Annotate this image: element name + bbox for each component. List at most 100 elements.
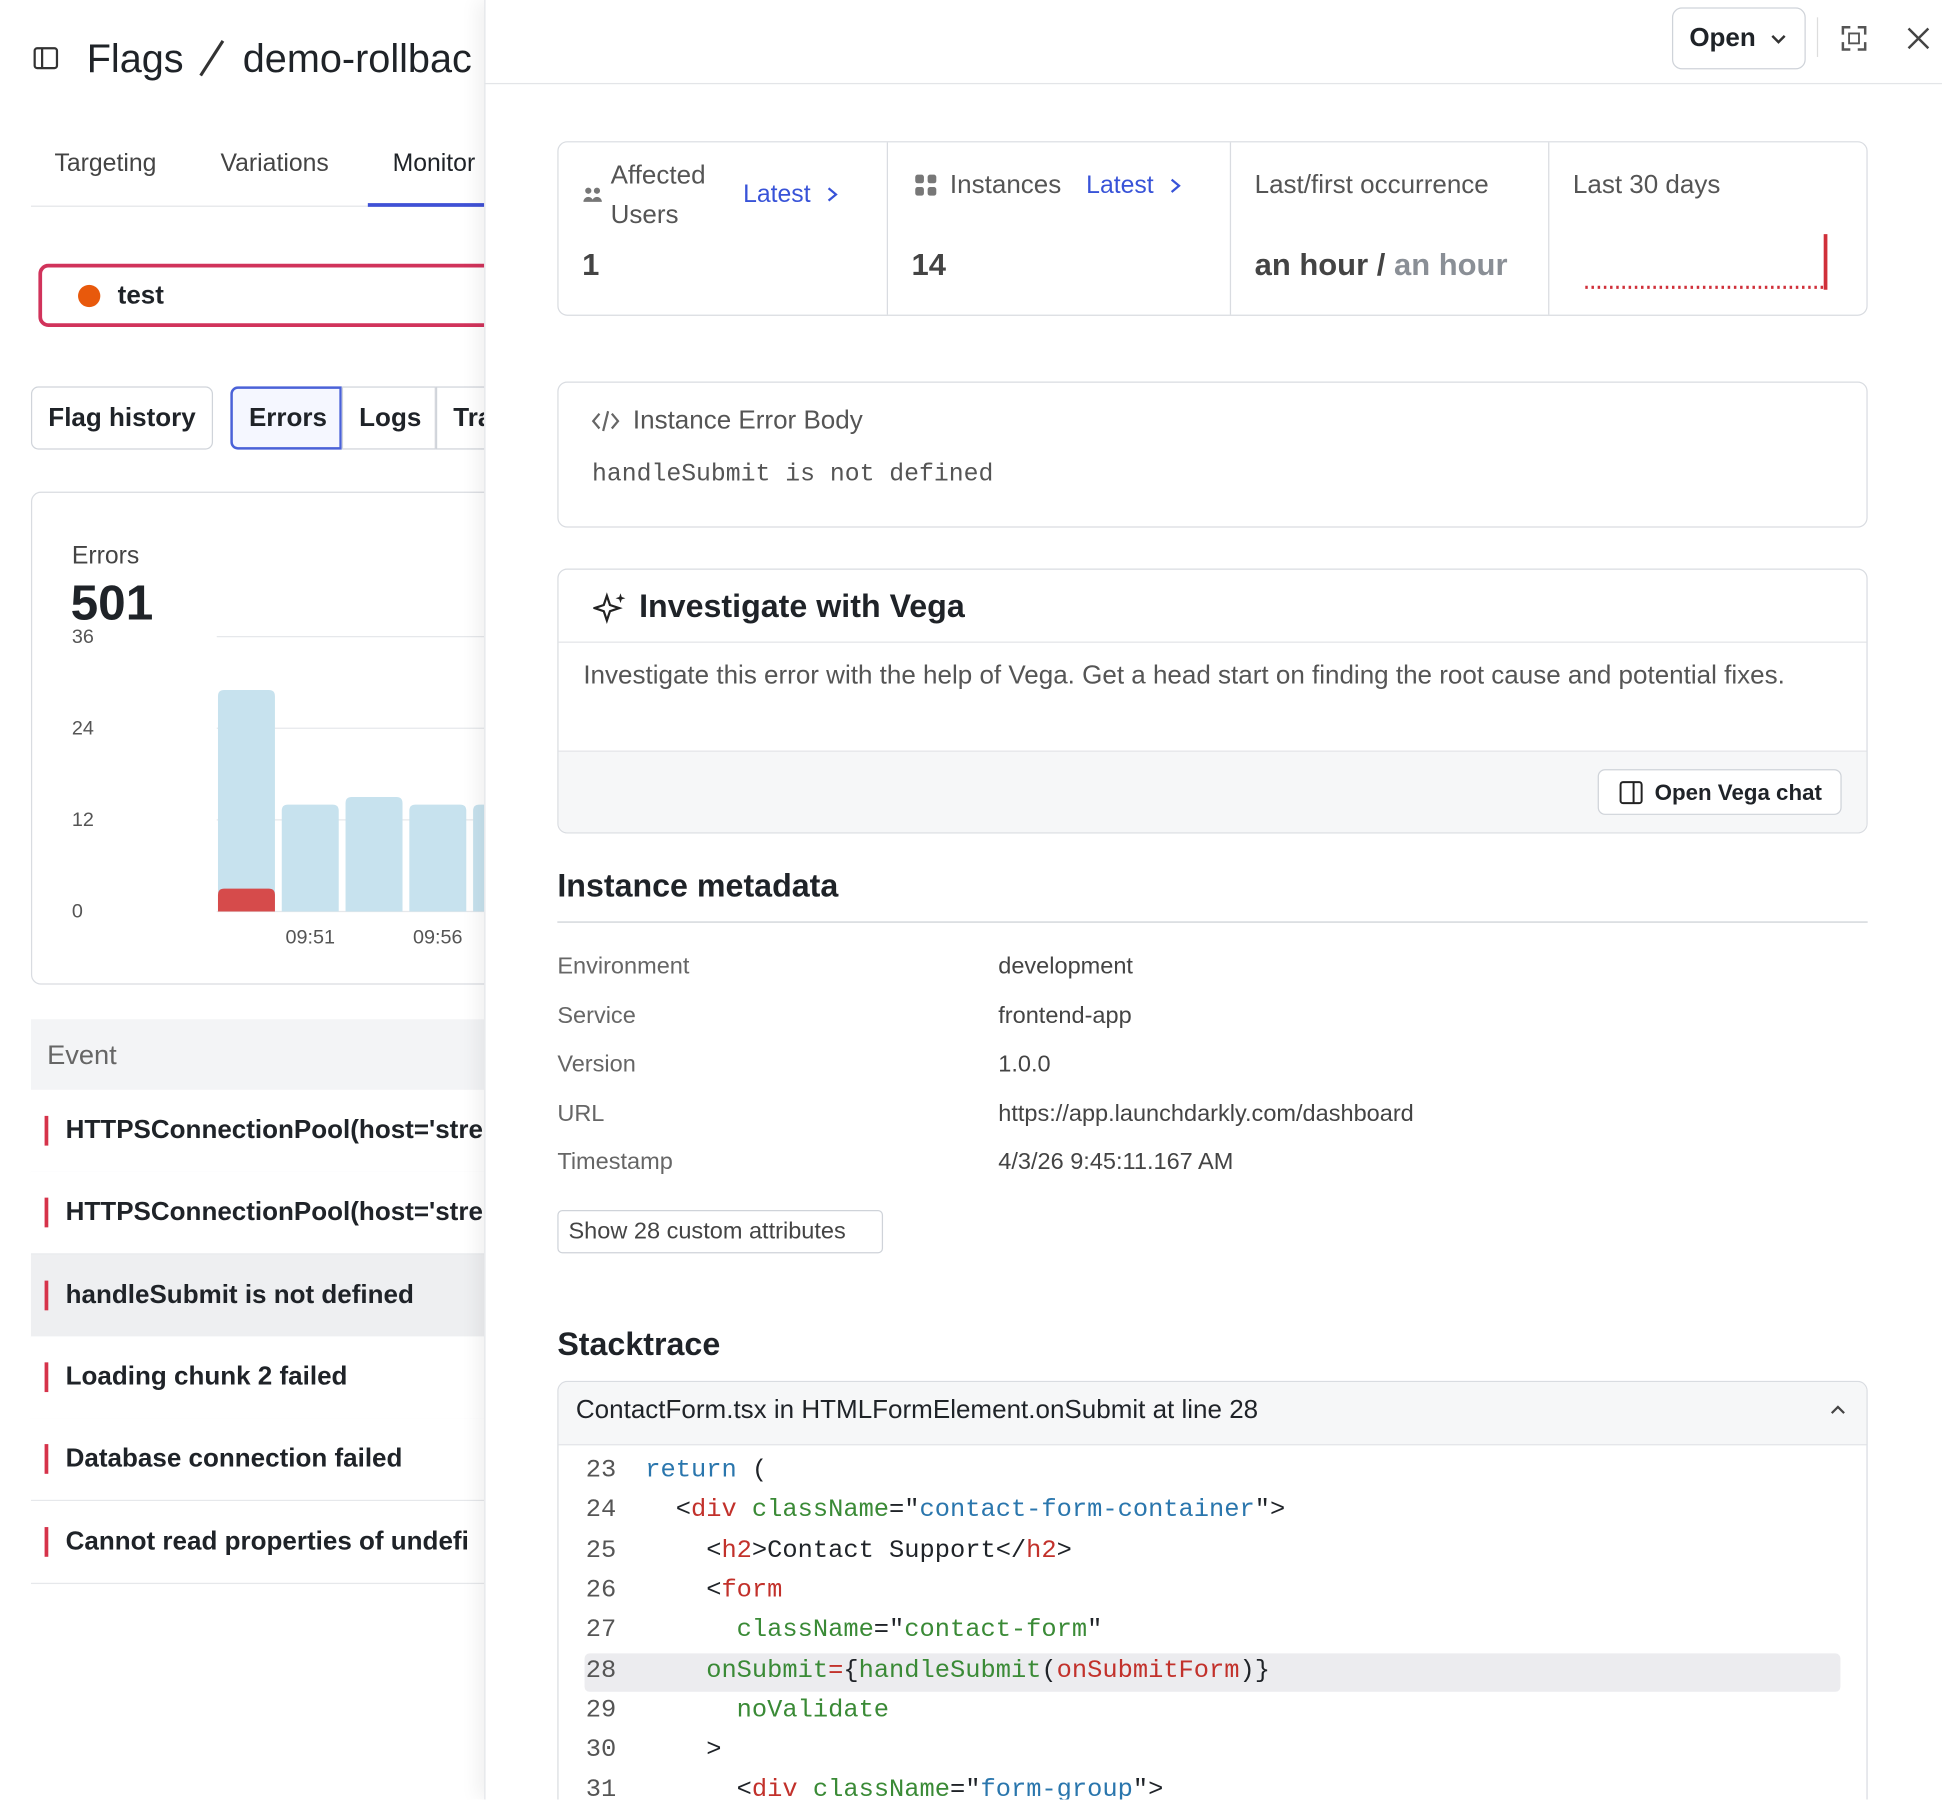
code-token: ( [1041, 1656, 1057, 1685]
rect [33, 47, 59, 70]
code-token: > [1056, 1536, 1072, 1565]
rect [927, 174, 937, 184]
metadata-value: 4/3/26 9:45:11.167 AM [998, 1149, 1234, 1176]
stat-label: Affected Users [610, 161, 706, 230]
code-line: return ( [645, 1452, 767, 1492]
rect [915, 187, 924, 196]
column-header: Event [47, 1039, 117, 1071]
path [593, 592, 623, 625]
severity-marker [44, 1526, 49, 1557]
status-label: Open [1689, 23, 1756, 53]
line-number: 23 [585, 1456, 617, 1485]
segment-button[interactable]: Tra [435, 386, 485, 450]
event-row[interactable]: HTTPSConnectionPool(host='stre [30, 1089, 485, 1173]
error-body-card [557, 381, 1868, 528]
code-line: onSubmit={handleSubmit(onSubmitForm)} [645, 1652, 1270, 1692]
sidebar-toggle[interactable] [32, 45, 59, 72]
event-row[interactable]: Cannot read properties of undefi [30, 1500, 485, 1584]
code-token: className [645, 1616, 874, 1645]
line-number: 30 [585, 1736, 617, 1765]
event-row[interactable]: handleSubmit is not defined [30, 1254, 485, 1338]
expand-button[interactable] [1840, 25, 1867, 52]
tab[interactable]: Targeting [54, 149, 157, 178]
x-tick-label: 09:51 [285, 927, 335, 949]
card-title: Instance Error Body [632, 406, 863, 435]
code-line: <div className="contact-form-container"> [645, 1492, 1285, 1532]
code-token: noValidate [645, 1696, 890, 1725]
code-token: return [645, 1456, 737, 1485]
tab[interactable]: Variations [220, 149, 329, 178]
line-number: 26 [585, 1576, 617, 1605]
frame-title: ContactForm.tsx in HTMLFormElement.onSub… [575, 1395, 1259, 1425]
table-header: Event [30, 1019, 485, 1090]
close-button[interactable] [1905, 25, 1932, 52]
code-token: "> [1254, 1496, 1286, 1525]
frame-header[interactable] [558, 1382, 1867, 1446]
path [1170, 178, 1181, 193]
code-line: <form [645, 1572, 782, 1612]
breadcrumb-link[interactable]: Flags [86, 35, 184, 81]
code-token: =" [950, 1776, 981, 1800]
error-total: 501 [70, 575, 154, 631]
segment-label: Logs [359, 403, 422, 433]
code-token: < [645, 1776, 752, 1800]
open-vega-chat-button[interactable]: Open Vega chat [1597, 769, 1842, 815]
metadata-label: Version [557, 1051, 636, 1078]
event-row[interactable]: HTTPSConnectionPool(host='stre [30, 1171, 485, 1255]
environment-name: test [117, 281, 164, 310]
chevron-up [1830, 1405, 1845, 1414]
severity-marker [44, 1444, 49, 1475]
segment-button[interactable]: Errors [230, 386, 342, 450]
drawer-header-border [484, 82, 1942, 85]
line-number: 24 [585, 1496, 617, 1525]
stat-label: Last 30 days [1572, 170, 1721, 200]
show-attributes-button[interactable]: Show 28 custom attributes [557, 1210, 884, 1254]
stat-value: 14 [911, 247, 946, 283]
severity-marker [44, 1115, 49, 1146]
code-token: contact-form-container [919, 1496, 1255, 1525]
path [1907, 27, 1930, 50]
event-row[interactable]: Database connection failed [30, 1418, 485, 1502]
code-line: > [645, 1732, 721, 1772]
stat-label: Instances [949, 170, 1062, 200]
latest-link[interactable]: Latest [1086, 172, 1154, 200]
environment-chip[interactable]: test [38, 263, 485, 327]
line-number: 27 [585, 1616, 617, 1645]
tab[interactable]: Monitor [392, 149, 476, 178]
code-token: > [645, 1736, 722, 1765]
code-token: className [797, 1776, 951, 1800]
segment-button[interactable]: Flag history [30, 386, 214, 450]
section-divider [557, 921, 1868, 923]
segment-label: Tra [453, 403, 484, 433]
breadcrumb-current: demo-rollbac [242, 35, 472, 81]
circle [593, 187, 601, 194]
latest-link[interactable]: Latest [743, 180, 811, 209]
circle [585, 187, 592, 194]
tabs-border [30, 205, 485, 207]
segment-button[interactable]: Logs [341, 386, 436, 450]
code-token: )} [1239, 1656, 1270, 1685]
status-dropdown[interactable]: Open [1671, 7, 1806, 70]
instances-icon [915, 174, 937, 196]
event-title: HTTPSConnectionPool(host='stre [65, 1197, 483, 1227]
users-icon [583, 187, 602, 202]
rect [915, 174, 924, 184]
y-tick-label: 12 [72, 809, 94, 831]
code-line: noValidate [645, 1692, 889, 1732]
metadata-value: 1.0.0 [998, 1051, 1051, 1078]
code-token: form [721, 1576, 783, 1605]
chart-title: Errors [71, 542, 140, 570]
event-title: Database connection failed [65, 1444, 403, 1473]
line [199, 40, 225, 77]
sparkle-icon [593, 592, 626, 625]
code-line: className="contact-form" [645, 1612, 1103, 1652]
bar [217, 888, 275, 912]
bar [281, 804, 339, 912]
code-token: h2 [721, 1536, 752, 1565]
code-token: =" [873, 1616, 905, 1645]
bar [473, 804, 485, 912]
event-row[interactable]: Loading chunk 2 failed [30, 1336, 485, 1420]
code-token: >Contact Support</ [751, 1536, 1027, 1565]
metadata-label: Service [557, 1002, 636, 1029]
